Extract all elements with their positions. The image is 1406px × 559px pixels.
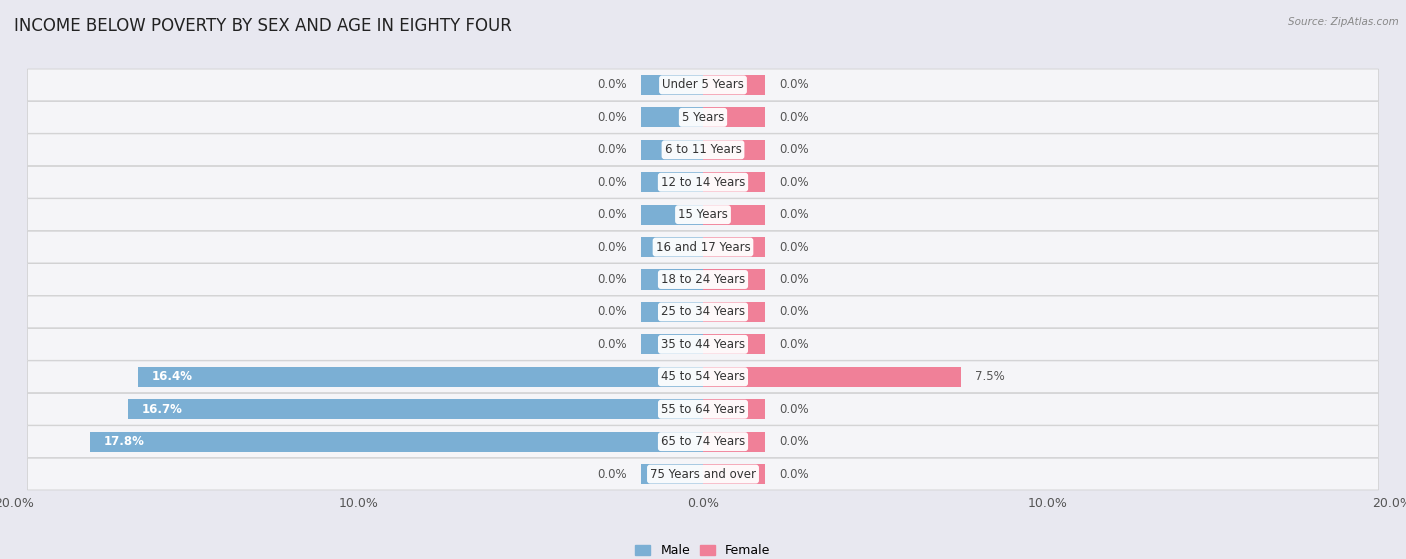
Bar (641, 172, 703, 192)
Bar (703, 334, 765, 354)
Text: 0.0%: 0.0% (779, 143, 808, 157)
Text: 35 to 44 Years: 35 to 44 Years (661, 338, 745, 351)
FancyBboxPatch shape (28, 361, 1378, 392)
Text: 0.0%: 0.0% (779, 240, 808, 254)
FancyBboxPatch shape (28, 167, 1378, 198)
Bar (641, 205, 703, 225)
Text: 0.0%: 0.0% (598, 78, 627, 92)
Bar (138, 367, 703, 387)
FancyBboxPatch shape (28, 101, 1378, 133)
Text: 15 Years: 15 Years (678, 208, 728, 221)
Text: 0.0%: 0.0% (779, 435, 808, 448)
Bar (641, 334, 703, 354)
FancyBboxPatch shape (28, 329, 1378, 360)
Bar (703, 269, 765, 290)
Text: 0.0%: 0.0% (598, 176, 627, 189)
Legend: Male, Female: Male, Female (630, 539, 776, 559)
Text: 12 to 14 Years: 12 to 14 Years (661, 176, 745, 189)
Text: 0.0%: 0.0% (779, 305, 808, 319)
Bar (703, 75, 765, 95)
Text: 0.0%: 0.0% (779, 402, 808, 416)
Text: 0.0%: 0.0% (779, 208, 808, 221)
Text: 0.0%: 0.0% (779, 273, 808, 286)
Text: INCOME BELOW POVERTY BY SEX AND AGE IN EIGHTY FOUR: INCOME BELOW POVERTY BY SEX AND AGE IN E… (14, 17, 512, 35)
FancyBboxPatch shape (28, 69, 1378, 101)
Text: 0.0%: 0.0% (598, 338, 627, 351)
Bar (128, 399, 703, 419)
Text: 65 to 74 Years: 65 to 74 Years (661, 435, 745, 448)
Bar (703, 464, 765, 484)
Text: 16.4%: 16.4% (152, 370, 193, 383)
FancyBboxPatch shape (28, 394, 1378, 425)
Text: 16.7%: 16.7% (142, 402, 183, 416)
Bar (703, 172, 765, 192)
FancyBboxPatch shape (28, 458, 1378, 490)
Bar (641, 464, 703, 484)
Text: 0.0%: 0.0% (779, 467, 808, 481)
Bar (703, 367, 962, 387)
Text: 0.0%: 0.0% (779, 111, 808, 124)
Text: 5 Years: 5 Years (682, 111, 724, 124)
Text: 6 to 11 Years: 6 to 11 Years (665, 143, 741, 157)
Text: 0.0%: 0.0% (598, 273, 627, 286)
Text: 0.0%: 0.0% (779, 338, 808, 351)
Text: 16 and 17 Years: 16 and 17 Years (655, 240, 751, 254)
Bar (703, 237, 765, 257)
Bar (703, 107, 765, 127)
Text: 25 to 34 Years: 25 to 34 Years (661, 305, 745, 319)
Bar (641, 269, 703, 290)
Bar (641, 302, 703, 322)
Text: 0.0%: 0.0% (598, 208, 627, 221)
Text: 0.0%: 0.0% (598, 240, 627, 254)
FancyBboxPatch shape (28, 134, 1378, 165)
FancyBboxPatch shape (28, 426, 1378, 458)
Text: 55 to 64 Years: 55 to 64 Years (661, 402, 745, 416)
Text: Under 5 Years: Under 5 Years (662, 78, 744, 92)
Bar (703, 302, 765, 322)
FancyBboxPatch shape (28, 296, 1378, 328)
Bar (641, 237, 703, 257)
Text: 7.5%: 7.5% (976, 370, 1005, 383)
FancyBboxPatch shape (28, 231, 1378, 263)
Text: 0.0%: 0.0% (598, 467, 627, 481)
Text: 18 to 24 Years: 18 to 24 Years (661, 273, 745, 286)
Text: 75 Years and over: 75 Years and over (650, 467, 756, 481)
Bar (641, 107, 703, 127)
Bar (703, 140, 765, 160)
Text: 0.0%: 0.0% (779, 176, 808, 189)
FancyBboxPatch shape (28, 199, 1378, 230)
Text: 0.0%: 0.0% (779, 78, 808, 92)
Text: Source: ZipAtlas.com: Source: ZipAtlas.com (1288, 17, 1399, 27)
Bar (641, 140, 703, 160)
Text: 0.0%: 0.0% (598, 305, 627, 319)
Bar (90, 432, 703, 452)
Text: 17.8%: 17.8% (104, 435, 145, 448)
Bar (703, 205, 765, 225)
Text: 0.0%: 0.0% (598, 143, 627, 157)
FancyBboxPatch shape (28, 264, 1378, 295)
Bar (641, 75, 703, 95)
Text: 45 to 54 Years: 45 to 54 Years (661, 370, 745, 383)
Bar (703, 432, 765, 452)
Bar (703, 399, 765, 419)
Text: 0.0%: 0.0% (598, 111, 627, 124)
